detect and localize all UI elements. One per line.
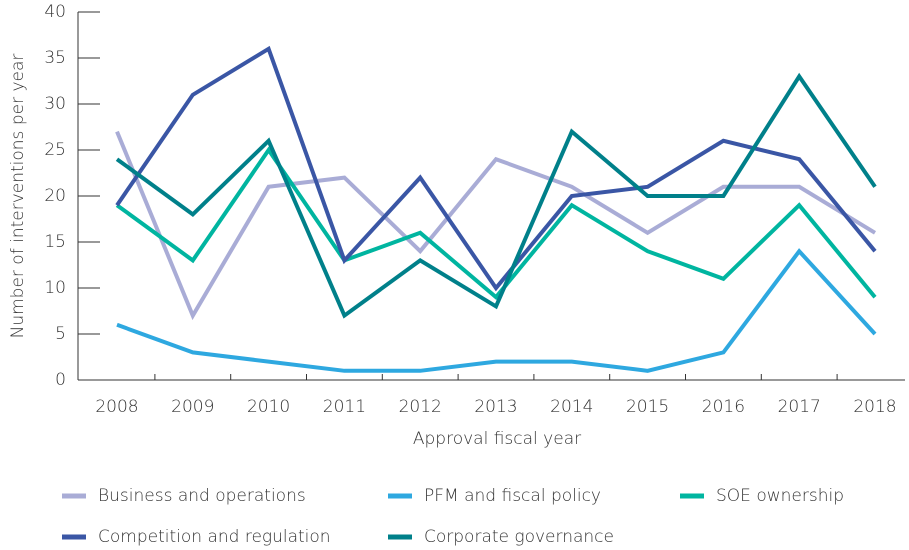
x-tick-label: 2011: [323, 397, 366, 417]
x-tick-label: 2015: [626, 397, 669, 417]
y-tick-label: 15: [44, 232, 66, 252]
x-tick-label: 2016: [702, 397, 745, 417]
y-tick-label: 40: [44, 2, 66, 22]
y-tick-label: 5: [55, 324, 66, 344]
legend-label: Competition and regulation: [98, 527, 331, 547]
legend-label: Corporate governance: [424, 527, 614, 547]
series-line: [115, 146, 877, 301]
y-tick-label: 20: [44, 186, 66, 206]
y-tick-label: 35: [44, 48, 66, 68]
series-line: [115, 72, 877, 319]
y-tick-label: 25: [44, 140, 66, 160]
series-line: [115, 130, 877, 321]
y-tick-label: 0: [55, 370, 66, 390]
legend-label: SOE ownership: [716, 486, 844, 506]
x-tick-label: 2008: [95, 397, 138, 417]
x-tick-label: 2014: [550, 397, 593, 417]
legend-label: PFM and fiscal policy: [424, 486, 601, 506]
y-tick-label: 10: [44, 278, 66, 298]
x-tick-label: 2017: [778, 397, 821, 417]
x-axis-title: Approval fiscal year: [413, 429, 581, 449]
x-tick-label: 2009: [171, 397, 214, 417]
legend-label: Business and operations: [98, 486, 306, 506]
y-tick-label: 30: [44, 94, 66, 114]
x-tick-label: 2013: [474, 397, 517, 417]
x-tick-label: 2012: [399, 397, 442, 417]
x-tick-label: 2018: [853, 397, 896, 417]
series-line: [116, 248, 877, 373]
x-tick-label: 2010: [247, 397, 290, 417]
series-line: [115, 45, 877, 292]
y-axis-title: Number of interventions per year: [8, 54, 28, 339]
